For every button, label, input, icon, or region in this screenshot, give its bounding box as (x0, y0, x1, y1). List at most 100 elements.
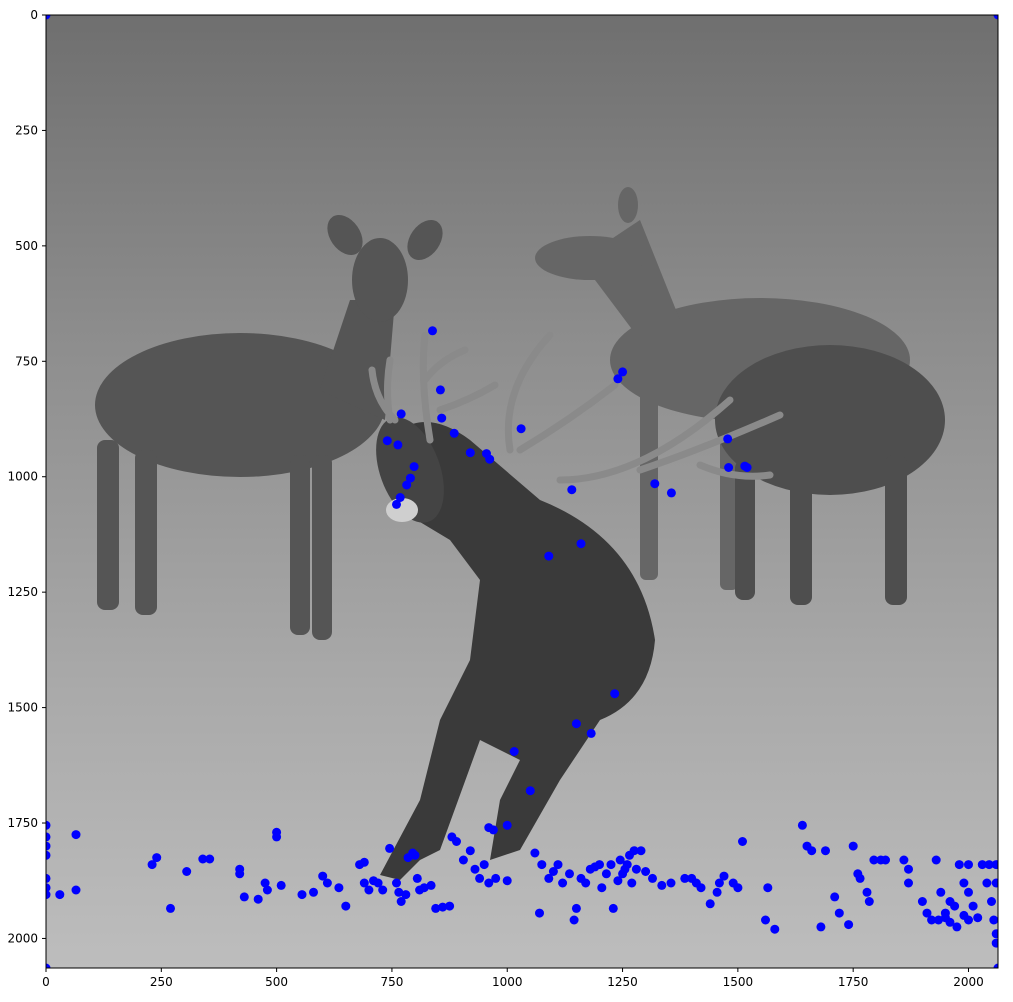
scatter-point (46, 820, 51, 830)
plot-area (46, 15, 998, 968)
scatter-point (834, 908, 844, 918)
scatter-point (968, 901, 978, 911)
scatter-point (714, 878, 724, 888)
scatter-point (982, 878, 992, 888)
scatter-point (239, 892, 249, 902)
scatter-point (601, 869, 611, 879)
scatter-point (964, 860, 973, 870)
scatter-point (544, 873, 554, 883)
scatter-point (761, 915, 770, 925)
scatter-point (973, 913, 983, 923)
scatter-point (373, 878, 383, 888)
scatter-point (359, 878, 369, 888)
scatter-point (502, 876, 512, 886)
scatter-point (318, 871, 328, 881)
y-tick-label: 2000 (7, 931, 38, 945)
x-tick-label: 750 (380, 975, 403, 989)
y-tick-label: 0 (30, 8, 38, 22)
scatter-point (437, 413, 447, 423)
scatter-point (821, 846, 830, 856)
x-tick-label: 0 (42, 975, 50, 989)
scatter-point (392, 499, 401, 509)
scatter-point (964, 887, 973, 897)
scatter-point (606, 860, 616, 870)
scatter-point (631, 864, 641, 874)
scatter-point (322, 878, 332, 888)
scatter-point (705, 899, 715, 909)
scatter-point (797, 820, 807, 830)
y-tick-label: 1750 (7, 816, 38, 830)
x-tick-label: 250 (150, 975, 173, 989)
scatter-point (509, 747, 519, 756)
x-tick-label: 500 (265, 975, 288, 989)
scatter-point (535, 908, 544, 918)
scatter-point (869, 855, 879, 865)
x-axis: 0 250 500 750 1000 1250 1500 1750 2000 (42, 968, 984, 989)
scatter-point (309, 887, 318, 897)
scatter-point (479, 860, 489, 870)
scatter-point (46, 890, 51, 900)
scatter-point (991, 860, 998, 870)
scatter-point (641, 867, 651, 876)
scatter-point (922, 908, 932, 918)
scatter-point (410, 850, 420, 860)
scatter-point (393, 440, 403, 450)
scatter-point (438, 902, 448, 912)
y-tick-label: 500 (15, 239, 38, 253)
scatter-point (435, 385, 445, 395)
scatter-point (904, 878, 913, 888)
scatter-point (738, 837, 747, 846)
scatter-point (488, 825, 498, 835)
scatter-point (147, 860, 157, 870)
scatter-point (392, 878, 401, 888)
scatter-point (297, 890, 307, 900)
scatter-point (991, 878, 998, 888)
scatter-point (613, 374, 623, 384)
scatter-point (71, 885, 81, 895)
scatter-point (405, 473, 415, 483)
scatter-point (166, 903, 175, 913)
scatter-point (723, 434, 733, 444)
scatter-point (260, 878, 270, 888)
scatter-point (657, 880, 667, 890)
scatter-point (830, 892, 840, 902)
scatter-point (950, 901, 960, 911)
scatter-point (936, 887, 946, 897)
scatter-point (622, 860, 632, 870)
scatter-point (807, 846, 817, 856)
scatter-point (341, 901, 351, 911)
scatter-point (848, 841, 858, 851)
axes-frame (45, 14, 999, 969)
scatter-point (987, 897, 996, 906)
scatter-point (954, 860, 964, 870)
scatter-point (629, 846, 639, 856)
scatter-point (364, 885, 374, 895)
scatter-point (46, 832, 51, 842)
scatter-point (55, 890, 65, 900)
scatter-point (595, 860, 604, 870)
scatter-point (719, 871, 729, 881)
scatter-point (724, 463, 734, 472)
scatter-point (484, 878, 494, 888)
scatter-point (567, 485, 577, 495)
scatter-point (712, 887, 722, 897)
scatter-point (991, 938, 998, 948)
scatter-point (394, 887, 404, 897)
scatter-point (864, 897, 874, 906)
scatter-point (412, 873, 422, 883)
x-tick-label: 1750 (838, 975, 869, 989)
scatter-point (989, 915, 998, 925)
scatter-point (537, 860, 547, 870)
scatter-point (816, 922, 826, 932)
scatter-point (934, 915, 943, 925)
scatter-point (152, 853, 162, 863)
scatter-point (419, 883, 429, 893)
scatter-point (431, 903, 441, 913)
scatter-point (544, 551, 554, 561)
scatter-point (445, 901, 455, 911)
scatter-point (964, 915, 973, 925)
scatter-points (46, 15, 998, 968)
scatter-point (378, 885, 388, 895)
stag (368, 331, 784, 880)
